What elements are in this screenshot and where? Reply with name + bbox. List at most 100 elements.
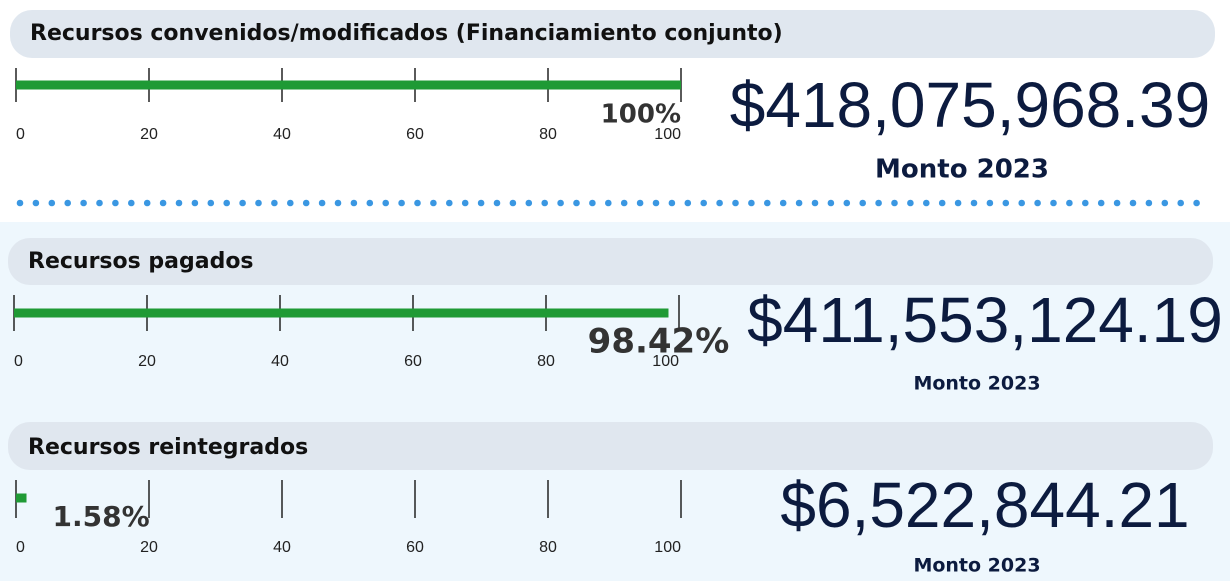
tick-label: 20 xyxy=(140,126,158,143)
section-title: Recursos convenidos/modificados (Financi… xyxy=(30,21,783,46)
dot xyxy=(1097,199,1105,207)
title-bar xyxy=(8,238,1213,285)
dot xyxy=(159,199,167,207)
dot xyxy=(191,199,199,207)
dot xyxy=(779,199,787,207)
dot xyxy=(1002,199,1010,207)
dot xyxy=(605,199,612,207)
tick-label: 100 xyxy=(654,126,681,143)
dot xyxy=(1129,199,1137,207)
dot xyxy=(255,199,262,207)
tick-label: 80 xyxy=(537,353,555,370)
dot xyxy=(1034,199,1041,207)
dot xyxy=(1193,199,1200,207)
dot xyxy=(334,199,342,207)
dot xyxy=(907,199,914,207)
dot xyxy=(32,199,40,207)
dot xyxy=(1161,199,1169,207)
amount-caption: Monto 2023 xyxy=(913,555,1040,577)
tick-label: 100 xyxy=(654,539,681,556)
dot xyxy=(271,199,278,207)
bar xyxy=(14,308,669,318)
dot xyxy=(64,199,71,207)
dot xyxy=(716,199,723,207)
dot xyxy=(382,199,390,207)
dot xyxy=(414,199,421,207)
tick-label: 40 xyxy=(273,126,291,143)
dot xyxy=(143,199,151,207)
dot xyxy=(668,199,676,207)
dot xyxy=(1066,199,1073,207)
dot xyxy=(684,199,692,207)
dot xyxy=(509,199,517,207)
dot xyxy=(1082,199,1089,207)
dot xyxy=(128,199,135,207)
dot xyxy=(80,199,87,207)
dot xyxy=(954,199,962,207)
dot xyxy=(239,199,246,207)
tick-label: 0 xyxy=(16,126,25,143)
tick-label: 20 xyxy=(138,353,156,370)
dot xyxy=(795,199,803,207)
dot xyxy=(16,199,24,207)
dot xyxy=(541,199,548,207)
amount: $411,553,124.19 xyxy=(747,284,1223,356)
dot xyxy=(970,199,978,207)
dot xyxy=(1018,199,1025,207)
amount: $418,075,968.39 xyxy=(730,69,1210,141)
dot xyxy=(1050,199,1057,207)
tick-label: 40 xyxy=(273,539,291,556)
dot xyxy=(1113,199,1121,207)
dot xyxy=(732,199,739,207)
dot xyxy=(923,199,930,207)
dot xyxy=(350,199,358,207)
dot xyxy=(366,199,374,207)
tick-label: 60 xyxy=(404,353,422,370)
tick-label: 60 xyxy=(406,126,424,143)
dot xyxy=(318,199,326,207)
value-label: 100% xyxy=(601,100,681,130)
dot xyxy=(652,199,660,207)
dot xyxy=(843,199,851,207)
amount: $6,522,844.21 xyxy=(780,469,1189,541)
dot xyxy=(223,199,230,207)
dot xyxy=(477,199,485,207)
tick-label: 0 xyxy=(16,539,25,556)
dot xyxy=(302,199,310,207)
dot xyxy=(461,199,469,207)
value-label: 1.58% xyxy=(53,500,150,533)
amount-caption: Monto 2023 xyxy=(875,155,1049,185)
dot xyxy=(96,199,103,207)
dot xyxy=(938,199,946,207)
divider xyxy=(16,199,1200,207)
dot xyxy=(1145,199,1153,207)
tick-label: 100 xyxy=(652,353,679,370)
dot xyxy=(1177,199,1184,207)
dot xyxy=(48,199,56,207)
tick-label: 80 xyxy=(539,126,557,143)
section-title: Recursos pagados xyxy=(28,249,254,274)
dot xyxy=(525,199,533,207)
dot xyxy=(620,199,628,207)
dot xyxy=(891,199,898,207)
dot xyxy=(748,199,755,207)
bar xyxy=(16,493,27,503)
dot xyxy=(875,199,882,207)
dot xyxy=(207,199,215,207)
dot xyxy=(557,199,564,207)
dot xyxy=(589,199,596,207)
dot xyxy=(175,199,183,207)
amount-caption: Monto 2023 xyxy=(913,373,1040,395)
dot xyxy=(493,199,501,207)
dot xyxy=(430,199,437,207)
dot xyxy=(764,199,771,207)
title-bar xyxy=(10,10,1215,58)
dot xyxy=(986,199,994,207)
tick-label: 60 xyxy=(406,539,424,556)
dot xyxy=(446,199,453,207)
dot xyxy=(398,199,405,207)
value-label: 98.42% xyxy=(588,322,730,362)
tick-label: 0 xyxy=(14,353,23,370)
dot xyxy=(811,199,819,207)
dot xyxy=(859,199,866,207)
